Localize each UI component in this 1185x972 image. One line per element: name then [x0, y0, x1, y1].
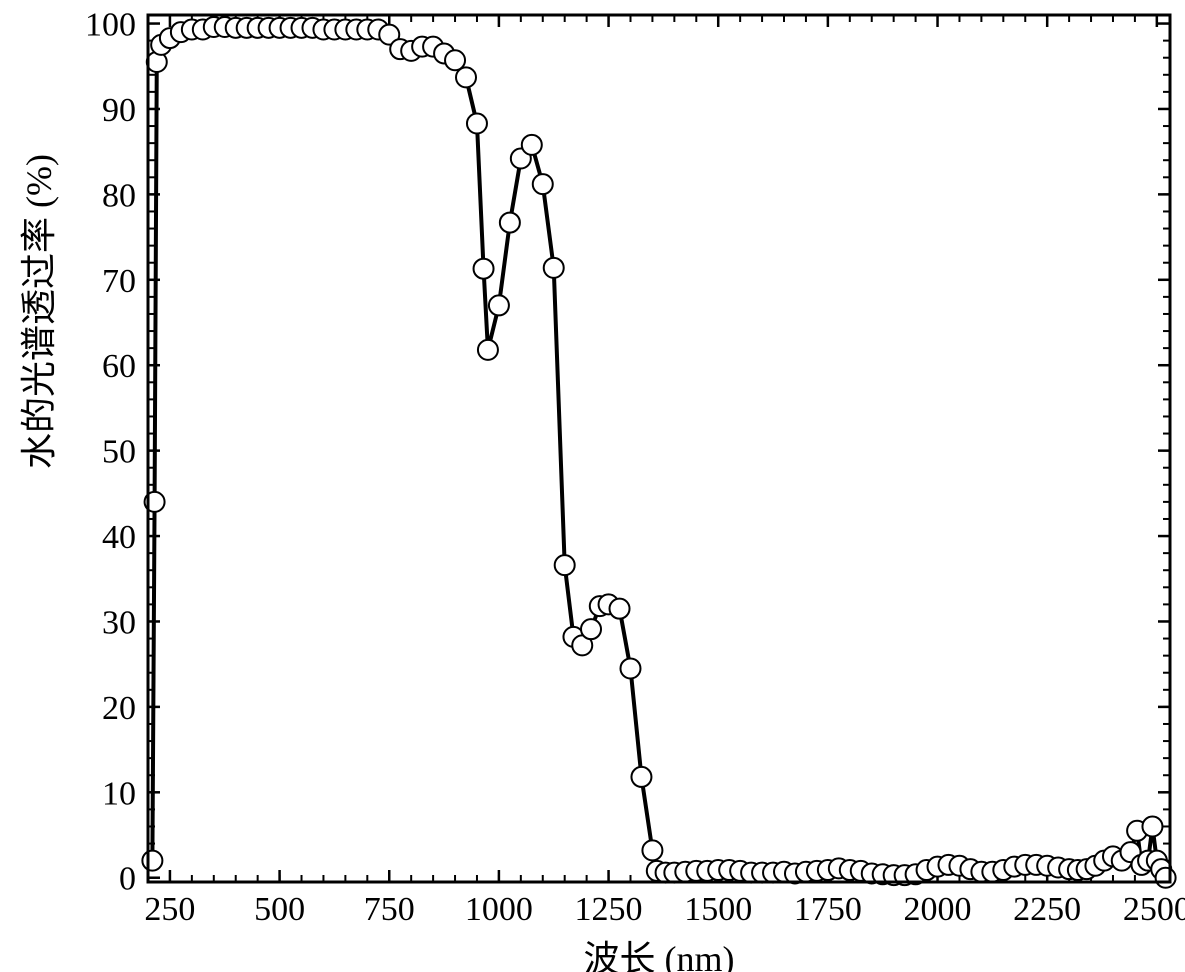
- x-tick-label: 250: [144, 891, 195, 928]
- series-marker: [631, 767, 651, 787]
- x-tick-label: 1250: [575, 891, 643, 928]
- x-tick-label: 500: [254, 891, 305, 928]
- y-tick-label: 50: [102, 434, 136, 471]
- series-marker: [489, 295, 509, 315]
- y-axis-label: 水的光谱透过率 (%): [10, 429, 62, 469]
- series-marker: [1142, 816, 1162, 836]
- series-marker: [467, 113, 487, 133]
- series-marker: [533, 174, 553, 194]
- series-marker: [581, 619, 601, 639]
- series-marker: [555, 555, 575, 575]
- series-marker: [620, 658, 640, 678]
- series-marker: [610, 599, 630, 619]
- series-marker: [456, 67, 476, 87]
- y-tick-label: 80: [102, 177, 136, 214]
- chart-svg: 250 500 750 1000 1250 1500 1750 2000 2250 2500 0 10…: [0, 0, 1185, 972]
- series-marker: [642, 840, 662, 860]
- x-tick-label: 1500: [684, 891, 752, 928]
- x-tick-label: 1000: [465, 891, 533, 928]
- series-marker: [500, 213, 520, 233]
- series-marker: [142, 851, 162, 871]
- x-tick-label: 1750: [794, 891, 862, 928]
- y-tick-label: 0: [119, 861, 136, 898]
- y-tick-label: 30: [102, 604, 136, 641]
- y-tick-label: 10: [102, 775, 136, 812]
- series-marker: [474, 259, 494, 279]
- series-marker: [478, 340, 498, 360]
- series-marker: [522, 135, 542, 155]
- x-tick-label: 2250: [1013, 891, 1081, 928]
- y-tick-label: 70: [102, 263, 136, 300]
- y-tick-label: 100: [85, 7, 136, 44]
- y-tick-label: 40: [102, 519, 136, 556]
- y-tick-label: 90: [102, 92, 136, 129]
- x-axis-label: 波长 (nm): [584, 930, 735, 972]
- chart-container: 250 500 750 1000 1250 1500 1750 2000 2250 2500 0 10…: [0, 0, 1185, 972]
- series-marker: [1156, 868, 1176, 888]
- x-tick-label: 2000: [904, 891, 972, 928]
- y-tick-label: 60: [102, 348, 136, 385]
- x-tick-label: 750: [364, 891, 415, 928]
- y-tick-label: 20: [102, 690, 136, 727]
- x-tick-label: 2500: [1123, 891, 1185, 928]
- series-marker: [544, 258, 564, 278]
